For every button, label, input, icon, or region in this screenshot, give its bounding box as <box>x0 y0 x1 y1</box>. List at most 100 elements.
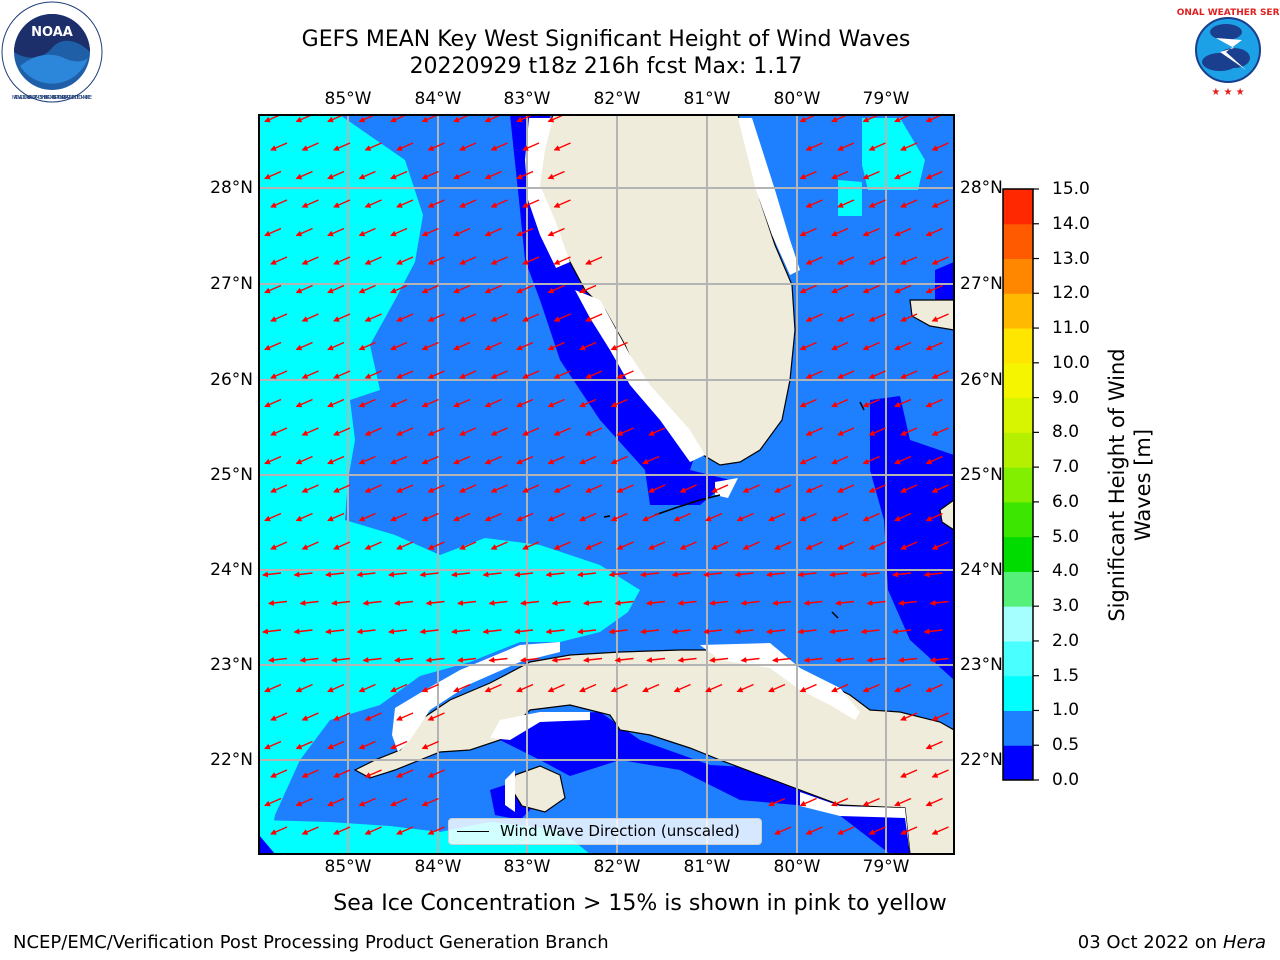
wind-direction-arrow-icon <box>892 571 912 578</box>
wind-direction-arrow-icon <box>553 142 571 151</box>
wind-direction-arrow-icon <box>390 683 408 693</box>
wind-direction-arrow-icon <box>522 313 540 322</box>
wind-direction-arrow-icon <box>264 455 282 465</box>
wind-direction-arrow-icon <box>925 341 943 351</box>
wind-direction-arrow-icon <box>358 512 376 522</box>
wind-direction-arrow-icon <box>837 484 855 493</box>
wind-direction-arrow-icon <box>490 370 508 379</box>
wind-direction-arrow-icon <box>270 142 288 151</box>
wind-direction-arrow-icon <box>484 512 502 522</box>
wind-direction-arrow-icon <box>390 341 408 351</box>
wind-direction-arrow-icon <box>364 199 382 208</box>
wind-direction-arrow-icon <box>860 571 880 578</box>
wind-direction-arrow-icon <box>711 484 729 493</box>
wind-direction-arrow-icon <box>270 769 288 778</box>
colorbar <box>1002 188 1039 781</box>
wind-direction-arrow-icon <box>270 313 288 322</box>
tick-label: 79°W <box>862 857 910 877</box>
colorbar-tick-label: 12.0 <box>1052 283 1090 304</box>
wind-direction-arrow-icon <box>610 512 628 522</box>
wind-direction-arrow-icon <box>640 571 660 578</box>
wind-direction-arrow-icon <box>268 656 288 663</box>
wind-direction-arrow-icon <box>459 484 477 493</box>
wind-direction-arrow-icon <box>325 571 345 578</box>
wind-direction-arrow-icon <box>396 541 414 550</box>
wind-direction-arrow-icon <box>799 284 817 294</box>
wind-direction-arrow-icon <box>931 427 949 436</box>
wind-direction-arrow-icon <box>900 826 918 835</box>
wind-direction-arrow-icon <box>264 797 282 807</box>
wind-direction-arrow-icon <box>327 512 345 522</box>
wind-direction-arrow-icon <box>868 256 886 265</box>
wind-direction-arrow-icon <box>768 797 786 807</box>
wind-direction-arrow-icon <box>642 512 660 522</box>
colorbar-swatch <box>1003 397 1033 433</box>
wind-direction-arrow-icon <box>299 656 319 663</box>
wind-direction-arrow-icon <box>421 455 439 465</box>
tick-label: 23°N <box>960 655 1003 675</box>
wind-direction-arrow-icon <box>522 370 540 379</box>
wind-direction-arrow-icon <box>673 512 691 522</box>
colorbar-swatch <box>1003 710 1033 746</box>
wind-direction-arrow-icon <box>459 142 477 151</box>
wind-direction-arrow-icon <box>327 170 345 180</box>
wind-direction-arrow-icon <box>333 370 351 379</box>
wind-direction-arrow-icon <box>362 599 382 606</box>
wind-direction-arrow-icon <box>522 427 540 436</box>
legend-line-icon <box>457 831 489 832</box>
wind-direction-arrow-icon <box>333 484 351 493</box>
colorbar-tick-label: 11.0 <box>1052 318 1090 339</box>
tick-label: 83°W <box>503 857 551 877</box>
wind-direction-arrow-icon <box>553 256 571 265</box>
wind-direction-arrow-icon <box>610 683 628 693</box>
wind-direction-arrow-icon <box>805 256 823 265</box>
wind-direction-arrow-icon <box>900 142 918 151</box>
wind-direction-arrow-icon <box>831 284 849 294</box>
wind-direction-arrow-icon <box>616 427 634 436</box>
wind-direction-arrow-icon <box>931 484 949 493</box>
wind-direction-arrow-icon <box>547 284 565 294</box>
wind-direction-arrow-icon <box>390 398 408 408</box>
wind-direction-arrow-icon <box>862 341 880 351</box>
wind-direction-arrow-icon <box>514 571 534 578</box>
wind-direction-arrow-icon <box>490 199 508 208</box>
wind-direction-arrow-icon <box>301 370 319 379</box>
wind-direction-arrow-icon <box>427 256 445 265</box>
wind-direction-arrow-icon <box>703 571 723 578</box>
wind-direction-arrow-icon <box>900 769 918 778</box>
wind-direction-arrow-icon <box>488 599 508 606</box>
footer-host: Hera <box>1222 932 1266 953</box>
wind-direction-arrow-icon <box>522 541 540 550</box>
wind-direction-arrow-icon <box>929 656 949 663</box>
wind-direction-arrow-icon <box>327 398 345 408</box>
wind-direction-arrow-icon <box>264 170 282 180</box>
wind-direction-arrow-icon <box>797 628 817 635</box>
wind-direction-arrow-icon <box>333 142 351 151</box>
wind-direction-arrow-icon <box>516 398 534 408</box>
colorbar-tick-label: 7.0 <box>1052 457 1080 478</box>
wind-direction-arrow-icon <box>646 599 666 606</box>
wind-direction-arrow-icon <box>829 628 849 635</box>
colorbar-swatch <box>1003 536 1033 572</box>
wind-direction-arrow-icon <box>295 398 313 408</box>
wind-direction-arrow-icon <box>925 398 943 408</box>
wind-direction-arrow-icon <box>931 142 949 151</box>
wind-direction-arrow-icon <box>459 370 477 379</box>
wind-direction-arrow-icon <box>894 455 912 465</box>
wind-direction-arrow-icon <box>545 628 565 635</box>
wind-direction-arrow-icon <box>894 512 912 522</box>
wind-direction-arrow-icon <box>516 512 534 522</box>
tick-label: 84°W <box>414 89 462 109</box>
wind-direction-arrow-icon <box>301 484 319 493</box>
colorbar-swatch <box>1003 258 1033 294</box>
wind-direction-arrow-icon <box>931 256 949 265</box>
wind-direction-arrow-icon <box>396 712 414 721</box>
wind-direction-arrow-icon <box>484 284 502 294</box>
colorbar-swatch <box>1003 328 1033 364</box>
wind-direction-arrow-icon <box>671 571 691 578</box>
wind-direction-arrow-icon <box>327 683 345 693</box>
wind-direction-arrow-icon <box>364 313 382 322</box>
wind-direction-arrow-icon <box>484 341 502 351</box>
wind-direction-arrow-icon <box>522 256 540 265</box>
